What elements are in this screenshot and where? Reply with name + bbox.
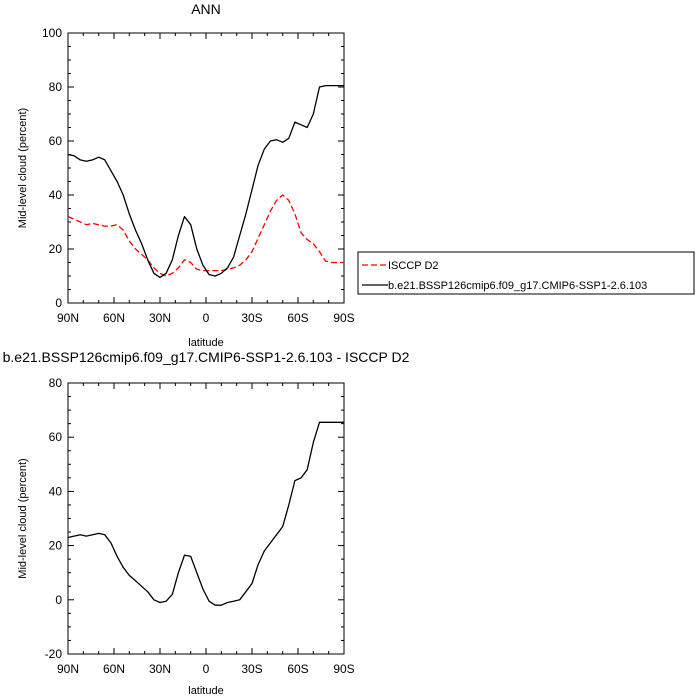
series-line-2 <box>67 84 344 279</box>
x-tick-label: 90N <box>57 311 79 325</box>
y-tick-label: 100 <box>42 26 62 40</box>
y-tick-label: 60 <box>49 134 63 148</box>
x-tick-label: 30N <box>149 311 171 325</box>
y-tick-label: 20 <box>49 539 63 553</box>
x-tick-label: 30S <box>241 311 262 325</box>
chart-legend <box>357 251 695 295</box>
x-tick-label: 60S <box>287 311 308 325</box>
x-axis-label: latitude <box>188 337 223 349</box>
y-tick-label: 20 <box>49 242 63 256</box>
y-tick-label: 80 <box>49 80 63 94</box>
x-tick-label: 0 <box>203 311 210 325</box>
chart-title: b.e21.BSSP126cmip6.f09_g17.CMIP6-SSP1-2.… <box>3 349 410 365</box>
y-tick-label: 80 <box>49 376 63 390</box>
series-line-1 <box>67 421 344 606</box>
x-tick-label: 30S <box>241 662 262 676</box>
chart-panel-2 <box>67 382 345 655</box>
x-tick-label: 90N <box>57 662 79 676</box>
x-tick-label: 90S <box>333 662 354 676</box>
x-tick-label: 30N <box>149 662 171 676</box>
legend-label: b.e21.BSSP126cmip6.f09_g17.CMIP6-SSP1-2.… <box>388 280 647 292</box>
y-tick-label: -20 <box>45 647 63 661</box>
x-tick-label: 60S <box>287 662 308 676</box>
y-tick-label: 40 <box>49 484 63 498</box>
y-axis-label: Mid-level cloud (percent) <box>17 458 29 578</box>
y-tick-label: 60 <box>49 430 63 444</box>
series-line-1 <box>67 194 344 277</box>
x-tick-label: 60N <box>103 662 125 676</box>
y-axis-label: Mid-level cloud (percent) <box>17 108 29 228</box>
legend-box <box>357 251 695 295</box>
x-axis-label: latitude <box>188 685 223 697</box>
legend-label: ISCCP D2 <box>388 260 439 272</box>
y-tick-label: 0 <box>55 593 62 607</box>
y-tick-label: 40 <box>49 188 63 202</box>
x-tick-label: 60N <box>103 311 125 325</box>
plot-frame <box>67 382 345 655</box>
y-tick-label: 0 <box>55 296 62 310</box>
chart-panel-1 <box>67 32 695 304</box>
x-tick-label: 0 <box>203 662 210 676</box>
x-tick-label: 90S <box>333 311 354 325</box>
chart-title: ANN <box>191 1 221 17</box>
